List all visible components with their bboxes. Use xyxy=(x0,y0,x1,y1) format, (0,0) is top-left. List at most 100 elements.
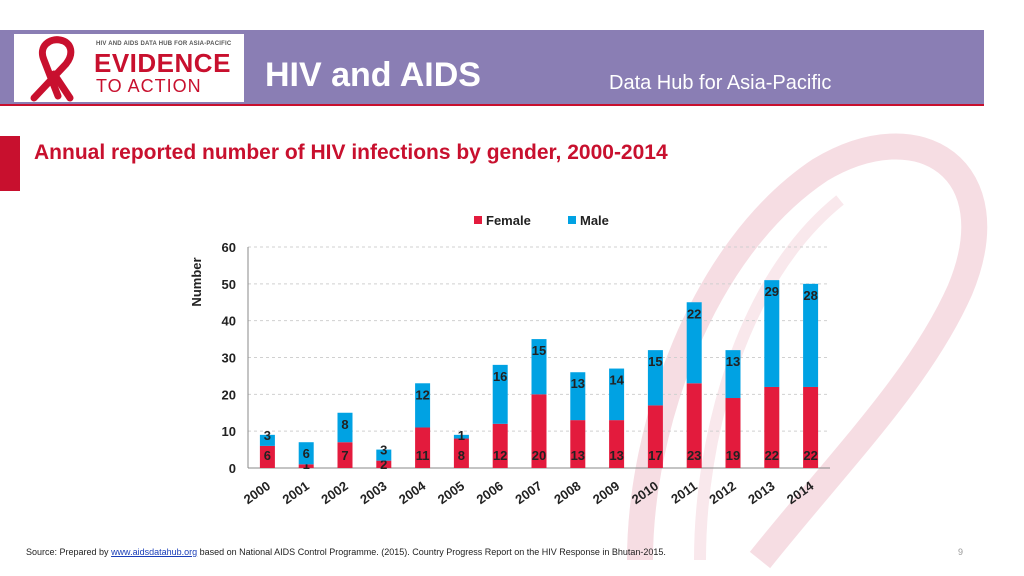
male-bar xyxy=(492,364,508,424)
title-accent-bar xyxy=(0,136,20,191)
x-tick-label: 2001 xyxy=(280,478,312,507)
female-data-label: 19 xyxy=(726,448,740,463)
male-data-label: 1 xyxy=(458,428,465,443)
male-data-label: 13 xyxy=(726,354,740,369)
female-bar xyxy=(764,386,780,468)
y-tick-label: 50 xyxy=(222,277,236,292)
y-axis-label: Number xyxy=(189,257,204,306)
female-bar xyxy=(415,427,431,468)
female-data-label: 12 xyxy=(493,448,507,463)
male-bar xyxy=(686,302,702,384)
legend-label: Male xyxy=(580,213,609,228)
x-tick-label: 2012 xyxy=(706,478,738,507)
male-bar xyxy=(725,350,741,399)
y-tick-label: 40 xyxy=(222,314,236,329)
male-bar xyxy=(647,350,663,406)
header-title: HIV and AIDS xyxy=(265,56,481,94)
male-bar xyxy=(453,434,469,439)
female-bar xyxy=(376,460,392,468)
female-bar xyxy=(298,464,314,468)
y-tick-label: 30 xyxy=(222,351,236,366)
female-data-label: 7 xyxy=(341,448,348,463)
x-tick-label: 2009 xyxy=(590,478,622,507)
female-bar xyxy=(647,405,663,468)
female-data-label: 2 xyxy=(380,457,387,472)
y-tick-label: 0 xyxy=(229,461,236,476)
male-data-label: 16 xyxy=(493,369,507,384)
male-bar xyxy=(298,442,314,465)
male-data-label: 15 xyxy=(648,354,662,369)
male-data-label: 28 xyxy=(803,288,817,303)
male-data-label: 22 xyxy=(687,306,701,321)
legend-label: Female xyxy=(486,213,531,228)
male-bar xyxy=(609,368,625,421)
female-data-label: 11 xyxy=(416,448,430,463)
male-bar xyxy=(415,383,431,428)
male-data-label: 15 xyxy=(532,343,546,358)
slide-title: Annual reported number of HIV infections… xyxy=(34,141,668,164)
male-bar xyxy=(764,280,780,387)
male-data-label: 29 xyxy=(765,284,779,299)
male-data-label: 13 xyxy=(571,376,585,391)
female-data-label: 13 xyxy=(609,448,623,463)
female-data-label: 6 xyxy=(264,448,271,463)
x-tick-label: 2011 xyxy=(668,478,700,506)
female-data-label: 8 xyxy=(458,448,465,463)
female-bar xyxy=(803,386,819,468)
female-data-label: 20 xyxy=(532,448,546,463)
legend-swatch xyxy=(474,216,482,224)
logo-sub-text: TO ACTION xyxy=(96,76,202,96)
x-tick-label: 2008 xyxy=(551,478,583,507)
x-tick-label: 2014 xyxy=(784,478,817,507)
male-data-label: 8 xyxy=(341,417,348,432)
x-tick-label: 2005 xyxy=(435,478,467,507)
male-bar xyxy=(376,449,392,461)
x-tick-label: 2002 xyxy=(318,478,350,507)
male-bar xyxy=(531,339,547,395)
male-data-label: 6 xyxy=(303,446,310,461)
male-bar xyxy=(803,283,819,387)
female-bar xyxy=(609,420,625,468)
male-bar xyxy=(570,372,586,421)
female-data-label: 17 xyxy=(648,448,662,463)
x-tick-label: 2006 xyxy=(474,478,506,507)
x-tick-label: 2013 xyxy=(745,478,777,507)
female-bar xyxy=(337,442,353,468)
female-bar xyxy=(570,420,586,468)
logo-tagline: HIV AND AIDS DATA HUB FOR ASIA-PACIFIC xyxy=(96,41,232,47)
male-data-label: 14 xyxy=(609,373,624,388)
female-bar xyxy=(492,423,508,468)
y-tick-label: 10 xyxy=(222,424,236,439)
female-bar xyxy=(531,394,547,468)
female-bar xyxy=(686,383,702,468)
source-prefix: Source: Prepared by xyxy=(26,547,112,557)
red-ribbon-icon xyxy=(30,36,75,102)
female-bar xyxy=(725,398,741,468)
female-data-label: 1 xyxy=(303,457,310,472)
evidence-to-action-logo: HIV AND AIDS DATA HUB FOR ASIA-PACIFIC E… xyxy=(14,34,244,102)
male-data-label: 12 xyxy=(415,387,429,402)
male-bar xyxy=(337,412,353,443)
female-data-label: 22 xyxy=(765,448,779,463)
female-data-label: 22 xyxy=(803,448,817,463)
header-bar: HIV AND AIDS DATA HUB FOR ASIA-PACIFIC E… xyxy=(0,30,984,106)
male-data-label: 3 xyxy=(380,443,387,458)
female-data-label: 13 xyxy=(571,448,585,463)
female-bar xyxy=(259,445,275,468)
source-suffix: based on National AIDS Control Programme… xyxy=(197,547,666,557)
female-data-label: 23 xyxy=(687,448,701,463)
female-bar xyxy=(453,438,469,468)
male-data-label: 3 xyxy=(264,428,271,443)
legend-swatch xyxy=(568,216,576,224)
male-bar xyxy=(259,434,275,446)
source-link[interactable]: www.aidsdatahub.org xyxy=(111,547,198,557)
x-tick-label: 2010 xyxy=(629,478,661,507)
x-tick-label: 2003 xyxy=(357,478,389,507)
logo-main-text: EVIDENCE xyxy=(94,48,231,78)
header-subtitle: Data Hub for Asia-Pacific xyxy=(609,72,832,94)
x-tick-label: 2004 xyxy=(396,478,429,507)
page-number: 9 xyxy=(958,547,964,557)
x-tick-label: 2000 xyxy=(241,478,273,507)
x-tick-label: 2007 xyxy=(512,478,544,507)
